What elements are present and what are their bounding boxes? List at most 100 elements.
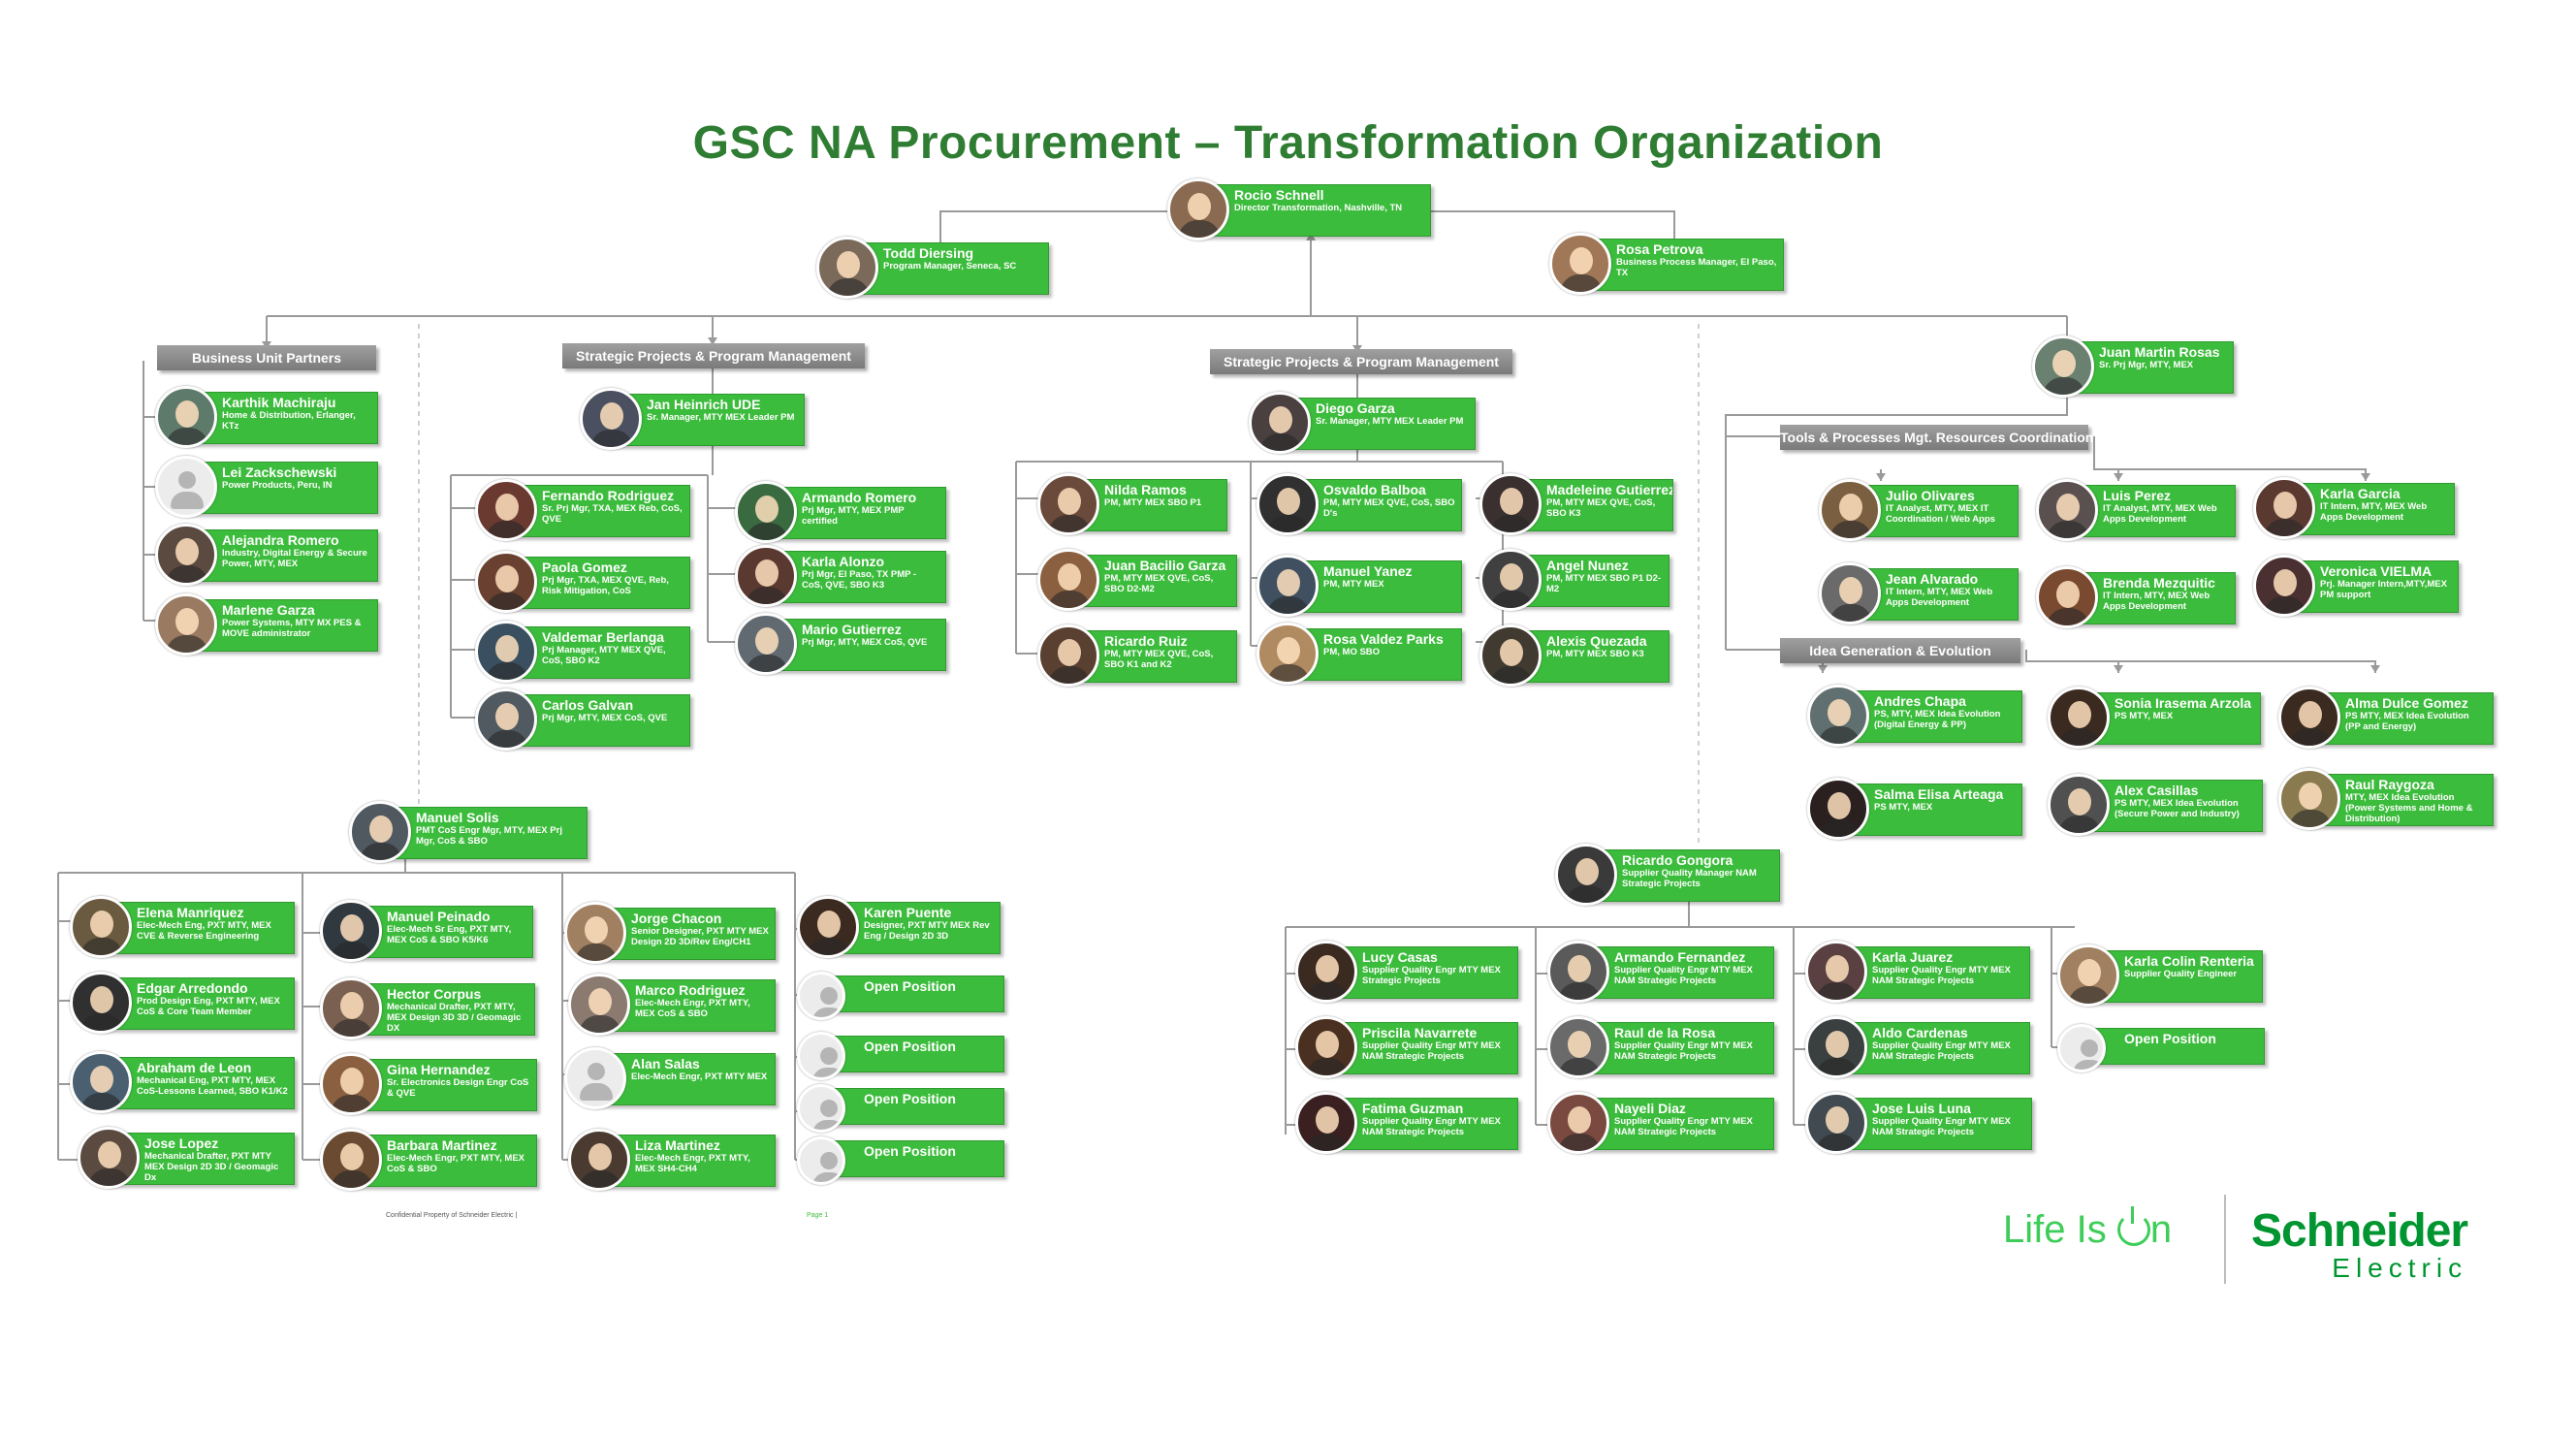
person-card: Aldo Cardenas Supplier Quality Engr MTY M… (1805, 1016, 2030, 1078)
brand-tagline: Life Is n (2003, 1206, 2172, 1252)
person-role: IT Analyst, MTY, MEX IT Coordination / W… (1886, 503, 1995, 525)
person-name: Rocio Schnell (1234, 187, 1324, 203)
person-role: Program Manager, Seneca, SC (883, 261, 1017, 272)
avatar (1295, 1092, 1357, 1154)
person-role: PS, MTY, MEX Idea Evolution (Digital Ene… (1874, 709, 2001, 730)
person-name: Lei Zackschewski (222, 464, 337, 480)
person-card: Karla Garcia IT Intern, MTY, MEX Web Apps… (2253, 477, 2455, 539)
person-card: Alejandra Romero Industry, Digital Energy… (155, 524, 378, 586)
person-name: Diego Garza (1316, 400, 1395, 416)
person-card: Diego Garza Sr. Manager, MTY MEX Leader P… (1249, 392, 1476, 454)
person-role: Sr. Electronics Design Engr CoS & QVE (387, 1077, 529, 1099)
logo-divider (2224, 1195, 2226, 1284)
person-card: Liza Martinez Elec-Mech Engr, PXT MTY, ME… (568, 1129, 776, 1191)
avatar-placeholder-icon (155, 456, 217, 518)
person-role: IT Intern, MTY, MEX Web Apps Development (2320, 501, 2428, 523)
person-card: Salma Elisa Arteaga PS MTY, MEX (1807, 778, 2022, 840)
avatar (475, 551, 537, 613)
person-role: Supplier Quality Engr MTY MEX NAM Strate… (1872, 965, 2011, 986)
avatar (1256, 473, 1319, 535)
avatar (1295, 941, 1357, 1003)
person-card: Brenda Mezquitic IT Intern, MTY, MEX Web … (2036, 566, 2236, 628)
avatar (1819, 479, 1881, 541)
person-role: PM, MTY MEX QVE, CoS, SBO K1 and K2 (1104, 649, 1214, 670)
person-name: Manuel Solis (416, 810, 499, 825)
person-role: Power Products, Peru, IN (222, 480, 333, 491)
section-strategic-projects-2: Strategic Projects & Program Management (1210, 349, 1512, 374)
avatar (735, 481, 797, 543)
person-card: Alex Casillas PS MTY, MEX Idea Evolution … (2048, 774, 2263, 836)
avatar (735, 613, 797, 675)
person-name: Juan Bacilio Garza (1104, 558, 1226, 573)
person-card: Andres Chapa PS, MTY, MEX Idea Evolution … (1807, 685, 2022, 747)
person-card: Julio Olivares IT Analyst, MTY, MEX IT Co… (1819, 479, 2019, 541)
person-role: Power Systems, MTY MX PES & MOVE adminis… (222, 618, 362, 639)
avatar (155, 386, 217, 448)
avatar (1549, 233, 1611, 295)
person-role: Prj Mgr, El Paso, TX PMP - CoS, QVE, SBO… (802, 569, 917, 591)
person-card: Open Position (797, 1136, 1004, 1195)
person-role: Mechanical Drafter, PXT MTY, MEX Design … (387, 1002, 522, 1034)
person-name: Open Position (2124, 1031, 2216, 1046)
avatar (564, 902, 626, 964)
person-role: PM, MTY MEX SBO P1 D2-M2 (1546, 573, 1662, 594)
person-role: Elec-Mech Sr Eng, PXT MTY, MEX CoS & SBO… (387, 924, 512, 945)
person-card: Armando Fernandez Supplier Quality Engr M… (1547, 941, 1774, 1003)
person-card: Jose Luis Luna Supplier Quality Engr MTY … (1805, 1092, 2032, 1154)
person-name: Open Position (864, 978, 956, 994)
avatar (1037, 473, 1099, 535)
avatar (735, 545, 797, 607)
person-card: Sonia Irasema Arzola PS MTY, MEX (2048, 687, 2261, 749)
person-role: Director Transformation, Nashville, TN (1234, 203, 1403, 213)
person-card: Madeleine Gutierrez PM, MTY MEX QVE, CoS,… (1479, 473, 1673, 535)
person-card: Marco Rodriguez Elec-Mech Engr, PXT MTY, … (568, 974, 776, 1036)
avatar (1479, 549, 1542, 611)
person-role: Mechanical Drafter, PXT MTY MEX Design 2… (144, 1151, 279, 1183)
person-role: Elec-Mech Engr, PXT MTY, MEX CoS & SBO (635, 998, 750, 1019)
person-role: PS MTY, MEX Idea Evolution (Secure Power… (2115, 798, 2240, 819)
person-card: Manuel Yanez PM, MTY MEX (1256, 555, 1462, 617)
person-role: Sr. Prj Mgr, MTY, MEX (2099, 360, 2194, 370)
avatar (797, 896, 859, 958)
person-card: Open Position (2057, 1024, 2265, 1082)
person-role: PM, MTY MEX SBO P1 (1104, 497, 1202, 508)
avatar (1805, 941, 1867, 1003)
person-name: Andres Chapa (1874, 693, 1966, 709)
tagline-prefix: Life Is (2003, 1208, 2117, 1251)
person-name: Alexis Quezada (1546, 633, 1647, 649)
person-role: Senior Designer, PXT MTY MEX Design 2D 3… (631, 926, 769, 947)
person-card: Lucy Casas Supplier Quality Engr MTY MEX … (1295, 941, 1518, 1003)
person-role: PMT CoS Engr Mgr, MTY, MEX Prj Mgr, CoS … (416, 825, 562, 847)
power-icon (2116, 1206, 2150, 1246)
avatar-placeholder-icon (797, 1136, 845, 1185)
person-role: Prj Manager, MTY MEX QVE, CoS, SBO K2 (542, 645, 666, 666)
person-role: Business Process Manager, El Paso, TX (1616, 257, 1777, 278)
avatar (1249, 392, 1311, 454)
person-name: Angel Nunez (1546, 558, 1629, 573)
person-card: Hector Corpus Mechanical Drafter, PXT MTY… (320, 977, 535, 1039)
person-role: PM, MO SBO (1323, 647, 1381, 657)
person-name: Abraham de Leon (137, 1060, 252, 1075)
avatar (1555, 844, 1617, 906)
person-name: Karla Alonzo (802, 554, 885, 569)
person-name: Barbara Martinez (387, 1137, 497, 1153)
person-card: Marlene Garza Power Systems, MTY MX PES &… (155, 593, 378, 656)
avatar (1256, 555, 1319, 617)
person-name: Todd Diersing (883, 245, 974, 261)
avatar (568, 974, 630, 1036)
person-role: Elec-Mech Eng, PXT MTY, MEX CVE & Revers… (137, 920, 271, 942)
person-card: Fatima Guzman Supplier Quality Engr MTY M… (1295, 1092, 1518, 1154)
person-name: Priscila Navarrete (1362, 1025, 1478, 1040)
person-card: Nayeli Diaz Supplier Quality Engr MTY MEX… (1547, 1092, 1774, 1154)
person-role: Supplier Quality Engr MTY MEX NAM Strate… (1872, 1040, 2011, 1062)
person-card: Alexis Quezada PM, MTY MEX SBO K3 (1479, 624, 1670, 687)
avatar (2057, 944, 2119, 1007)
person-card: Rosa Valdez Parks PM, MO SBO (1256, 623, 1462, 685)
person-card: Priscila Navarrete Supplier Quality Engr … (1295, 1016, 1518, 1078)
person-card: Karen Puente Designer, PXT MTY MEX Rev En… (797, 896, 1001, 958)
person-card: Alan Salas Elec-Mech Engr, PXT MTY MEX (564, 1047, 776, 1109)
person-role: Prj. Manager Intern,MTY,MEX PM support (2320, 579, 2447, 600)
person-role: Supplier Quality Engr MTY MEX NAM Strate… (1614, 965, 1753, 986)
avatar (1805, 1092, 1867, 1154)
person-card: Open Position (797, 1032, 1004, 1090)
